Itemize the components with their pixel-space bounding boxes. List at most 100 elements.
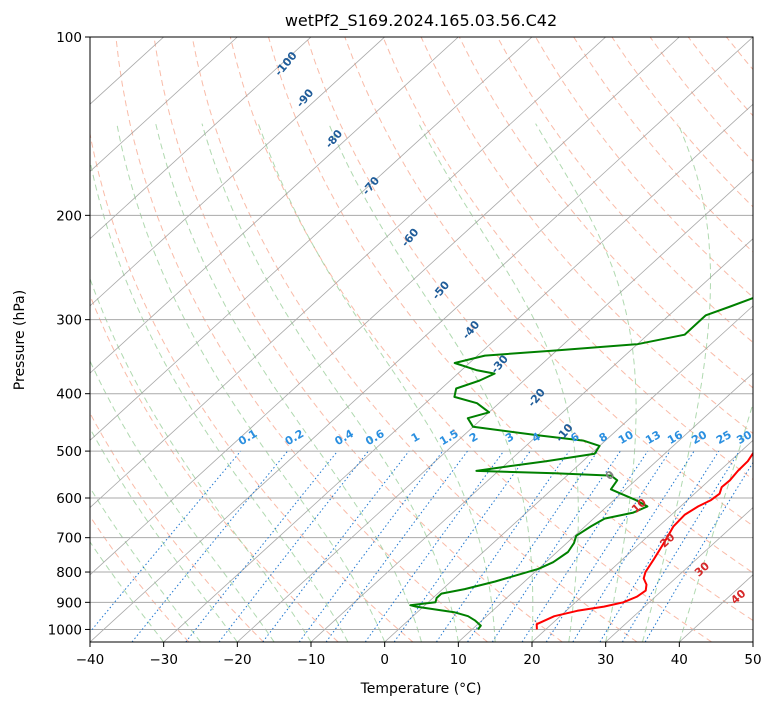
moist-adiabat-line	[257, 123, 496, 642]
mixing-ratio-label: 25	[714, 428, 734, 447]
mixing-ratio-line	[364, 450, 505, 642]
mixing-ratio-label: 0.1	[236, 427, 259, 448]
x-axis-label: Temperature (°C)	[360, 681, 482, 697]
dry-adiabat-line	[153, 37, 563, 642]
x-tick-label: 50	[744, 652, 761, 668]
moist-adiabat-line	[678, 401, 753, 642]
isotherm-line	[752, 641, 753, 642]
dry-adiabat-line	[306, 37, 753, 574]
moist-adiabat-line	[116, 123, 386, 642]
isotherm-line	[90, 37, 533, 441]
mixing-ratio-line	[393, 450, 531, 642]
isotherm-line	[90, 37, 680, 576]
x-tick-label: 20	[523, 652, 540, 668]
moist-adiabat-line	[90, 158, 349, 642]
mixing-ratio-label: 16	[665, 428, 685, 447]
isotherm-line	[90, 37, 606, 509]
x-tick-label: 0	[380, 652, 389, 668]
y-tick-label: 200	[56, 208, 82, 224]
dry-adiabat-line	[535, 37, 753, 298]
y-tick-label: 800	[56, 565, 82, 581]
y-tick-label: 700	[56, 531, 82, 547]
moist-adiabat-line	[201, 123, 459, 642]
dry-adiabat-line	[496, 37, 753, 344]
mixing-ratio-label: 13	[643, 428, 663, 447]
moist-adiabat-line	[90, 540, 165, 642]
dry-adiabat-line	[191, 37, 638, 642]
isotherm-line	[605, 507, 753, 642]
mixing-ratio-line	[298, 450, 444, 642]
isotherm-line	[458, 372, 753, 642]
mixing-ratio-line	[218, 450, 369, 642]
dry-adiabat-label: -70	[360, 174, 383, 198]
x-tick-label: −30	[149, 652, 178, 668]
moist-adiabat-line	[90, 486, 201, 642]
y-axis-label: Pressure (hPa)	[12, 290, 28, 390]
isotherm-line	[90, 37, 459, 374]
mixing-ratio-line	[90, 450, 242, 633]
temperature-profile-line	[535, 451, 753, 630]
dry-adiabat-label: -60	[399, 226, 422, 250]
x-tick-label: −20	[223, 652, 252, 668]
mixing-ratio-label: 8	[597, 430, 610, 445]
dry-adiabat-line	[382, 37, 753, 481]
mixing-ratio-label: 0.6	[363, 427, 387, 448]
dry-adiabat-label: -80	[323, 127, 346, 151]
dry-adiabat-line	[268, 37, 753, 622]
y-tick-label: 500	[56, 444, 82, 460]
mixing-ratio-label: 0.4	[333, 427, 357, 448]
dry-adiabat-label: -20	[525, 386, 548, 410]
isotherm-line	[90, 37, 385, 307]
mixing-ratio-line	[545, 450, 671, 642]
dewpoint-profile-line	[409, 296, 753, 630]
moist-adiabat-label: 40	[728, 587, 748, 607]
dry-adiabat-line	[765, 37, 775, 642]
mixing-ratio-line	[262, 450, 410, 642]
isotherm-line	[237, 170, 753, 642]
mixing-ratio-label: 2	[467, 430, 480, 445]
dry-adiabat-label: -90	[294, 86, 317, 110]
isotherm-line	[90, 37, 753, 642]
chart-title: wetPf2_S169.2024.165.03.56.C42	[285, 11, 557, 31]
mixing-ratio-line	[435, 450, 570, 642]
moist-adiabat-line	[328, 123, 534, 642]
dry-adiabat-label: -40	[460, 318, 483, 342]
dry-adiabat-line	[90, 131, 414, 642]
dry-adiabat-line	[115, 37, 488, 642]
mixing-ratio-label: 1.5	[437, 427, 460, 448]
dry-adiabat-label: -100	[272, 49, 300, 79]
mixing-ratio-line	[572, 450, 695, 642]
axis-ticks: −40 −30 −20 −10 0 10 20 30 40 5010020030040050060…	[48, 30, 762, 668]
mixing-ratio-line	[185, 450, 338, 642]
dry-adiabat-line	[420, 37, 753, 435]
moist-adiabat-line	[642, 123, 711, 642]
dry-adiabat-label: -50	[429, 278, 452, 302]
mixing-ratio-label: 1	[409, 430, 422, 445]
x-tick-label: −10	[297, 652, 326, 668]
dry-adiabat-line	[229, 37, 712, 642]
dry-adiabat-line	[726, 37, 753, 71]
mixing-ratio-label: 10	[616, 428, 636, 447]
moist-adiabat-line	[90, 427, 238, 642]
isotherm-line	[531, 439, 753, 642]
y-tick-label: 1000	[48, 622, 82, 638]
isotherm-line	[90, 37, 312, 240]
dry-adiabat-line	[649, 37, 753, 163]
sounding-profiles	[409, 296, 753, 630]
moist-adiabat-label: 30	[692, 559, 712, 579]
y-tick-label: 600	[56, 491, 82, 507]
moist-adiabat-line	[90, 359, 275, 642]
x-tick-label: 10	[450, 652, 467, 668]
mixing-ratio-label: 0.2	[283, 427, 306, 448]
mixing-ratio-line	[131, 450, 288, 642]
dry-adiabat-line	[344, 37, 753, 527]
isotherm-line	[90, 37, 238, 172]
moist-adiabat-line	[418, 123, 579, 642]
dry-adiabat-line	[90, 515, 190, 642]
plot-frame	[89, 36, 754, 643]
y-tick-label: 100	[56, 30, 82, 46]
dry-adiabat-line	[573, 37, 753, 253]
y-tick-label: 300	[56, 313, 82, 329]
dry-adiabat-line	[90, 412, 264, 642]
